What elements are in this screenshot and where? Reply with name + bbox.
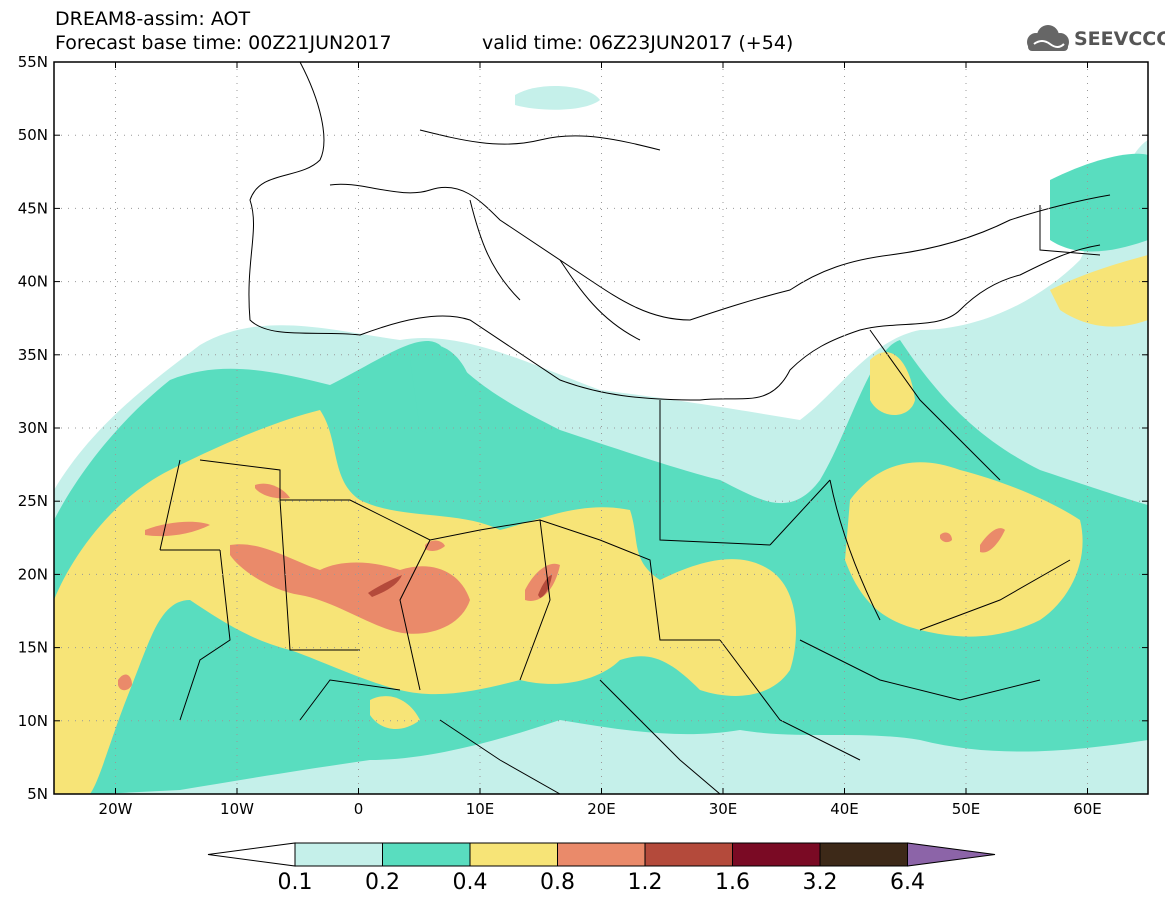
lon-label: 50E	[952, 800, 981, 818]
country-boundaries	[159, 62, 1111, 794]
colorbar-swatch	[294, 842, 383, 867]
colorbar-label: 1.6	[715, 870, 750, 895]
colorbar-label: 3.2	[802, 870, 838, 895]
colorbar-label: 0.8	[540, 870, 575, 895]
valid-time: valid time: 06Z23JUN2017 (+54)	[482, 32, 794, 54]
lat-label: 30N	[18, 419, 48, 437]
colorbar-label: 0.1	[277, 870, 313, 895]
lon-label: 20E	[587, 800, 616, 818]
colorbar	[207, 842, 996, 867]
forecast-base-time: Forecast base time: 00Z21JUN2017	[55, 32, 392, 54]
lat-label: 5N	[27, 785, 48, 803]
lat-label: 45N	[18, 199, 48, 217]
colorbar-swatch	[732, 842, 821, 867]
lat-label: 25N	[18, 492, 48, 510]
colorbar-high-arrow	[907, 842, 996, 867]
colorbar-label: 1.2	[627, 870, 663, 895]
colorbar-swatch	[819, 842, 908, 867]
colorbar-swatch	[644, 842, 733, 867]
lon-label: 0	[354, 800, 364, 818]
lat-label: 40N	[18, 273, 48, 291]
grid-lines	[54, 61, 1148, 795]
lat-label: 50N	[18, 126, 48, 144]
colorbar-swatch	[469, 842, 558, 867]
colorbar-label: 0.2	[365, 870, 400, 895]
lon-label: 60E	[1073, 800, 1102, 818]
lon-label: 10E	[466, 800, 495, 818]
lat-label: 15N	[18, 639, 48, 657]
colorbar-swatch	[382, 842, 471, 867]
lon-label: 20W	[99, 800, 133, 818]
lon-label: 10W	[220, 800, 254, 818]
colorbar-label: 6.4	[890, 870, 925, 895]
cloud-icon	[1027, 25, 1069, 51]
colorbar-low-arrow	[207, 842, 296, 867]
aot-field-0.8	[118, 483, 1005, 691]
lat-label: 35N	[18, 346, 48, 364]
lon-label: 40E	[830, 800, 859, 818]
aot-field-1.2	[368, 575, 552, 598]
lat-label: 55N	[18, 53, 48, 71]
lat-label: 10N	[18, 712, 48, 730]
logo-text: SEEVCCC	[1074, 28, 1165, 50]
colorbar-label: 0.4	[452, 870, 488, 895]
lat-label: 20N	[18, 565, 48, 583]
lon-label: 30E	[709, 800, 738, 818]
map-title: DREAM8-assim: AOT	[55, 8, 251, 30]
colorbar-swatch	[557, 842, 646, 867]
